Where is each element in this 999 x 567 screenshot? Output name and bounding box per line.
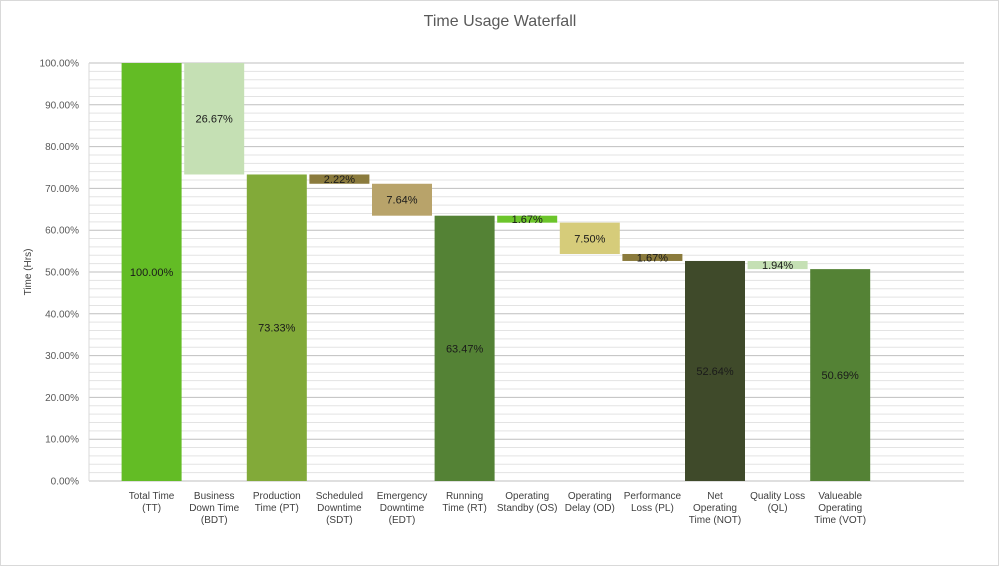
y-axis-label: Time (Hrs) [23,249,34,296]
data-label: 73.33% [258,323,296,335]
y-tick-label: 100.00% [40,59,80,70]
x-category-label: Performance Loss (PL) [624,491,682,514]
data-label: 7.50% [574,233,605,245]
data-label: 52.64% [696,366,734,378]
y-tick-label: 70.00% [45,184,79,195]
data-label: 100.00% [130,267,174,279]
bar [622,253,683,261]
y-tick-label: 0.00% [51,477,79,488]
bar [747,261,808,270]
bar [559,222,620,254]
x-category-label: Scheduled Downtime (SDT) [316,491,363,526]
bar [434,215,495,481]
bar [685,260,745,481]
data-label: 63.47% [446,343,484,355]
y-tick-label: 10.00% [45,435,79,446]
chart-title: Time Usage Waterfall [424,13,577,30]
x-category-label: Production Time (PT) [253,491,301,514]
data-label: 1.67% [512,214,543,226]
y-axis-ticks: 0.00% 10.00% 20.00% 30.00% 40.00% 50.00% 60.00… [40,59,80,488]
x-category-label: Emergency Downtime (EDT) [377,491,428,526]
x-category-label: Running Time (RT) [442,491,486,514]
bar [810,269,871,481]
bar [121,63,182,481]
x-axis-categories: Total Time (TT) Business Down Time (BDT) Prod… [129,491,866,526]
x-category-label: Quality Loss (QL) [750,491,805,514]
bars [121,63,871,482]
x-category-label: Valueable Operating Time (VOT) [814,491,866,526]
x-category-label: Net Operating Time (NOT) [689,491,741,526]
bar [246,174,307,482]
x-category-label: Operating Standby (OS) [497,491,558,514]
y-tick-label: 90.00% [45,100,79,111]
y-tick-label: 30.00% [45,351,79,362]
data-label: 50.69% [822,370,860,382]
bar [309,174,370,184]
x-category-label: Business Down Time (BDT) [189,491,239,526]
y-tick-label: 80.00% [45,142,79,153]
y-tick-label: 20.00% [45,393,79,404]
data-label: 7.64% [386,195,417,207]
data-label: 1.94% [762,260,793,272]
data-labels: 100.00% 26.67% 73.33% 2.22% 7.64% 63.47% 1.67%… [130,114,859,382]
y-tick-label: 50.00% [45,268,79,279]
bar [372,183,432,216]
data-label: 26.67% [196,114,234,126]
x-category-label: Total Time (TT) [129,491,175,514]
data-label: 1.67% [637,252,668,264]
y-tick-label: 60.00% [45,226,79,237]
bar [184,63,245,175]
bar [497,215,558,223]
data-label: 2.22% [324,174,355,186]
x-category-label: Operating Delay (OD) [565,491,615,514]
y-tick-label: 40.00% [45,309,79,320]
